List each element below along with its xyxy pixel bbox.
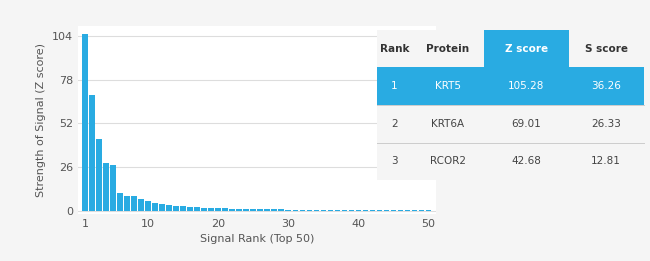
Text: 1: 1 bbox=[391, 81, 398, 91]
Text: 36.26: 36.26 bbox=[592, 81, 621, 91]
Text: 12.81: 12.81 bbox=[592, 156, 621, 167]
Text: S score: S score bbox=[585, 44, 628, 54]
FancyBboxPatch shape bbox=[484, 30, 569, 67]
Bar bbox=[124, 195, 130, 211]
Bar bbox=[174, 206, 179, 211]
Bar bbox=[328, 210, 333, 211]
Text: 69.01: 69.01 bbox=[512, 119, 541, 129]
Bar bbox=[370, 210, 375, 211]
FancyBboxPatch shape bbox=[377, 143, 411, 180]
Bar bbox=[250, 209, 256, 211]
Bar bbox=[307, 210, 312, 211]
FancyBboxPatch shape bbox=[569, 143, 644, 180]
Bar bbox=[152, 203, 158, 211]
Bar bbox=[272, 209, 277, 211]
Text: Z score: Z score bbox=[504, 44, 548, 54]
Bar bbox=[138, 199, 144, 211]
Bar bbox=[237, 209, 242, 211]
FancyBboxPatch shape bbox=[411, 30, 484, 67]
FancyBboxPatch shape bbox=[569, 30, 644, 67]
Bar bbox=[265, 209, 270, 211]
FancyBboxPatch shape bbox=[569, 105, 644, 143]
Bar bbox=[376, 210, 382, 211]
Bar bbox=[348, 210, 354, 211]
FancyBboxPatch shape bbox=[569, 67, 644, 105]
Bar bbox=[405, 210, 410, 211]
Bar bbox=[411, 210, 417, 211]
Bar bbox=[82, 34, 88, 211]
Bar bbox=[335, 210, 340, 211]
Bar bbox=[117, 193, 123, 211]
Bar bbox=[222, 209, 228, 211]
Text: RCOR2: RCOR2 bbox=[430, 156, 465, 167]
Bar bbox=[103, 163, 109, 211]
Text: KRT5: KRT5 bbox=[435, 81, 461, 91]
Bar bbox=[300, 210, 305, 211]
Bar bbox=[187, 207, 193, 211]
Bar bbox=[194, 207, 200, 211]
Bar bbox=[166, 205, 172, 211]
FancyBboxPatch shape bbox=[377, 67, 411, 105]
Bar bbox=[96, 139, 102, 211]
Text: KRT6A: KRT6A bbox=[431, 119, 464, 129]
Text: Rank: Rank bbox=[380, 44, 409, 54]
Text: 3: 3 bbox=[391, 156, 398, 167]
Bar bbox=[363, 210, 368, 211]
FancyBboxPatch shape bbox=[484, 143, 569, 180]
Bar bbox=[180, 206, 186, 211]
Bar bbox=[146, 201, 151, 211]
FancyBboxPatch shape bbox=[411, 105, 484, 143]
Bar bbox=[341, 210, 347, 211]
Bar bbox=[111, 165, 116, 211]
Bar bbox=[292, 210, 298, 211]
Text: 42.68: 42.68 bbox=[512, 156, 541, 167]
FancyBboxPatch shape bbox=[411, 143, 484, 180]
Bar bbox=[89, 95, 95, 211]
Bar bbox=[398, 210, 403, 211]
Bar bbox=[278, 210, 284, 211]
Bar bbox=[313, 210, 319, 211]
Bar bbox=[159, 204, 165, 211]
Bar bbox=[320, 210, 326, 211]
Bar bbox=[426, 210, 432, 211]
FancyBboxPatch shape bbox=[484, 67, 569, 105]
Bar bbox=[229, 209, 235, 211]
X-axis label: Signal Rank (Top 50): Signal Rank (Top 50) bbox=[200, 234, 314, 245]
Bar bbox=[244, 209, 249, 211]
Bar bbox=[209, 208, 214, 211]
Bar bbox=[419, 210, 424, 211]
Bar bbox=[257, 209, 263, 211]
Text: Protein: Protein bbox=[426, 44, 469, 54]
Bar bbox=[202, 208, 207, 211]
Text: 2: 2 bbox=[391, 119, 398, 129]
Bar bbox=[356, 210, 361, 211]
Y-axis label: Strength of Signal (Z score): Strength of Signal (Z score) bbox=[36, 43, 46, 197]
FancyBboxPatch shape bbox=[377, 30, 411, 67]
FancyBboxPatch shape bbox=[411, 67, 484, 105]
FancyBboxPatch shape bbox=[377, 105, 411, 143]
Text: 105.28: 105.28 bbox=[508, 81, 545, 91]
Bar bbox=[285, 210, 291, 211]
Bar bbox=[131, 197, 137, 211]
Bar bbox=[384, 210, 389, 211]
FancyBboxPatch shape bbox=[484, 105, 569, 143]
Bar bbox=[215, 208, 221, 211]
Bar bbox=[391, 210, 396, 211]
Text: 26.33: 26.33 bbox=[592, 119, 621, 129]
